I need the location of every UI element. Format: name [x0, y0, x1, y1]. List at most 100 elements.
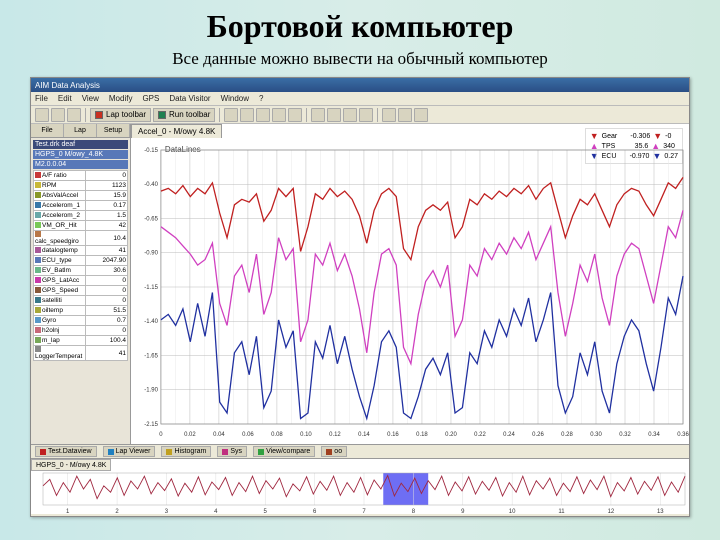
svg-text:9: 9 — [461, 509, 465, 515]
param-row[interactable]: VM_OR_Hit42 — [34, 221, 128, 231]
sidebar: FileLapSetup Test.drk deaf HGPS_0 M/owy_… — [31, 124, 131, 444]
svg-text:-0.65: -0.65 — [144, 216, 158, 222]
param-row[interactable]: satelliti0 — [34, 296, 128, 306]
param-table: A/F ratio0RPM1123AbsValAccel15.9Accelero… — [33, 170, 128, 361]
menu-item[interactable]: Data Visitor — [169, 94, 210, 103]
tool-icon[interactable] — [224, 108, 238, 122]
bottom-tab[interactable]: Sys — [217, 446, 247, 457]
run-toolbar-button[interactable]: Run toolbar — [153, 108, 215, 122]
svg-text:0.32: 0.32 — [619, 432, 631, 438]
svg-text:0.10: 0.10 — [300, 432, 312, 438]
param-row[interactable]: oiltemp51.5 — [34, 306, 128, 316]
tool-icon[interactable] — [272, 108, 286, 122]
svg-text:DataLines: DataLines — [165, 145, 201, 154]
svg-text:11: 11 — [558, 509, 565, 515]
param-row[interactable]: ECU_type2047.90 — [34, 256, 128, 266]
menu-item[interactable]: File — [35, 94, 48, 103]
param-row[interactable]: calc_speedgiro10.4 — [34, 231, 128, 246]
param-row[interactable]: Accelerom_21.5 — [34, 211, 128, 221]
tool-icon[interactable] — [67, 108, 81, 122]
param-row[interactable]: EV_Batlm30.6 — [34, 266, 128, 276]
svg-text:6: 6 — [313, 509, 317, 515]
mini-chart[interactable]: HGPS_0 - M/owy 4.8K 12345678910111213 — [31, 458, 689, 514]
app-window: AIM Data Analysis File Edit View Modify GPS D… — [30, 77, 690, 517]
menu-item[interactable]: Edit — [58, 94, 72, 103]
svg-text:0: 0 — [159, 432, 163, 438]
bottom-tab[interactable]: Test.Dataview — [35, 446, 97, 457]
svg-text:0.22: 0.22 — [474, 432, 486, 438]
param-row[interactable]: LoggerTemperat41 — [34, 346, 128, 361]
svg-text:0.30: 0.30 — [590, 432, 602, 438]
tool-icon[interactable] — [382, 108, 396, 122]
tool-icon[interactable] — [240, 108, 254, 122]
bottom-tab[interactable]: Lap Viewer — [103, 446, 156, 457]
chart-svg: DataLines00.020.040.060.080.100.120.140.… — [131, 142, 689, 442]
tool-icon[interactable] — [288, 108, 302, 122]
svg-text:1: 1 — [66, 509, 70, 515]
svg-text:0.14: 0.14 — [358, 432, 370, 438]
slide-subtitle: Все данные можно вывести на обычный комп… — [30, 49, 690, 69]
titlebar: AIM Data Analysis — [31, 78, 689, 92]
tool-icon[interactable] — [327, 108, 341, 122]
bottom-tab[interactable]: Histogram — [161, 446, 211, 457]
side-tab[interactable]: Setup — [97, 124, 130, 137]
bottom-tab[interactable]: oo — [321, 446, 347, 457]
svg-text:0.20: 0.20 — [445, 432, 457, 438]
tool-icon[interactable] — [359, 108, 373, 122]
param-row[interactable]: Accelerom_10.17 — [34, 201, 128, 211]
mini-title: HGPS_0 - M/owy 4.8K — [31, 459, 111, 471]
menu-item[interactable]: GPS — [142, 94, 159, 103]
svg-text:-0.90: -0.90 — [144, 251, 158, 257]
chart-tab[interactable]: Accel_0 - M/owy 4.8K — [131, 124, 222, 138]
menubar: File Edit View Modify GPS Data Visitor Window? — [31, 92, 689, 106]
side-tab[interactable]: File — [31, 124, 64, 137]
svg-text:12: 12 — [608, 509, 615, 515]
tool-icon[interactable] — [256, 108, 270, 122]
param-row[interactable]: A/F ratio0 — [34, 171, 128, 181]
menu-item[interactable]: Window — [221, 94, 249, 103]
svg-text:0.36: 0.36 — [677, 432, 689, 438]
side-tab[interactable]: Lap — [64, 124, 97, 137]
param-row[interactable]: m_lap100.4 — [34, 336, 128, 346]
tool-icon[interactable] — [311, 108, 325, 122]
chart-area[interactable]: Accel_0 - M/owy 4.8K ▼Gear-0.306▼-0▲TPS3… — [131, 124, 689, 444]
mini-svg: 12345678910111213 — [31, 471, 691, 515]
svg-text:0.16: 0.16 — [387, 432, 399, 438]
svg-text:-1.15: -1.15 — [144, 285, 158, 291]
svg-text:-1.65: -1.65 — [144, 353, 158, 359]
param-row[interactable]: GPS_Speed0 — [34, 286, 128, 296]
svg-text:0.12: 0.12 — [329, 432, 341, 438]
param-row[interactable]: RPM1123 — [34, 181, 128, 191]
param-row[interactable]: h2olnj0 — [34, 326, 128, 336]
svg-text:0.24: 0.24 — [503, 432, 515, 438]
tool-icon[interactable] — [414, 108, 428, 122]
svg-text:-0.15: -0.15 — [144, 148, 158, 154]
svg-text:13: 13 — [657, 509, 664, 515]
svg-text:0.06: 0.06 — [242, 432, 254, 438]
lap-toolbar-button[interactable]: Lap toolbar — [90, 108, 151, 122]
sidebar-subheader: HGPS_0 M/owy_4.8K — [33, 150, 128, 159]
legend-row: ▼Gear-0.306▼-0 — [590, 131, 678, 141]
svg-text:-1.90: -1.90 — [144, 388, 158, 394]
svg-text:-1.40: -1.40 — [144, 319, 158, 325]
param-row[interactable]: AbsValAccel15.9 — [34, 191, 128, 201]
menu-item[interactable]: View — [82, 94, 99, 103]
svg-text:0.08: 0.08 — [271, 432, 283, 438]
toolbar: Lap toolbar Run toolbar — [31, 106, 689, 124]
svg-text:2: 2 — [115, 509, 119, 515]
param-row[interactable]: Gyro0.7 — [34, 316, 128, 326]
tool-icon[interactable] — [398, 108, 412, 122]
bottom-tabs: Test.Dataview Lap Viewer Histogram Sys View/… — [31, 444, 689, 458]
tool-icon[interactable] — [35, 108, 49, 122]
bottom-tab[interactable]: View/compare — [253, 446, 315, 457]
menu-item[interactable]: Modify — [109, 94, 133, 103]
svg-text:8: 8 — [412, 509, 416, 515]
svg-text:0.28: 0.28 — [561, 432, 573, 438]
param-row[interactable]: GPS_LatAcc0 — [34, 276, 128, 286]
svg-text:0.04: 0.04 — [213, 432, 225, 438]
tool-icon[interactable] — [51, 108, 65, 122]
param-row[interactable]: datalogtemp41 — [34, 246, 128, 256]
tool-icon[interactable] — [343, 108, 357, 122]
svg-text:-2.15: -2.15 — [144, 422, 158, 428]
menu-item[interactable]: ? — [259, 94, 263, 103]
